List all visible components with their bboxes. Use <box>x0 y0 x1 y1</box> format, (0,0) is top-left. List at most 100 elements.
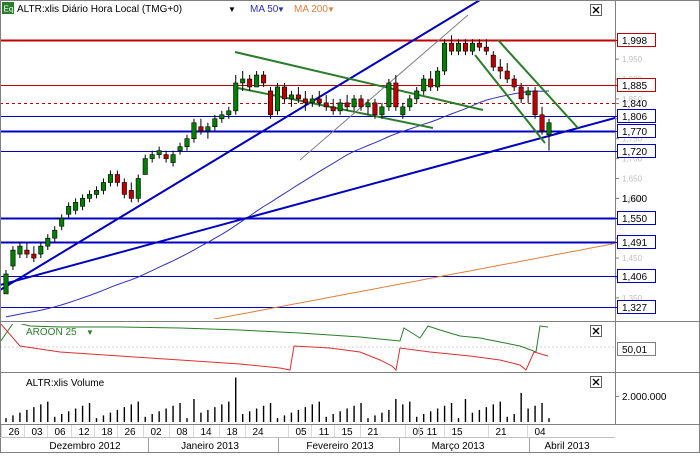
candle[interactable] <box>344 94 350 111</box>
candle[interactable] <box>274 82 280 115</box>
candle[interactable] <box>191 118 197 143</box>
candle[interactable] <box>128 182 134 203</box>
candle[interactable] <box>435 67 441 91</box>
candle[interactable] <box>170 150 176 167</box>
candle[interactable] <box>17 242 23 259</box>
candle[interactable] <box>288 90 294 107</box>
candle[interactable] <box>365 98 371 115</box>
aroon-label[interactable]: AROON 25 <box>26 327 77 338</box>
candle[interactable] <box>490 51 496 72</box>
candle[interactable] <box>149 150 155 163</box>
gray-trend-line[interactable] <box>299 14 469 161</box>
candle[interactable] <box>73 198 79 215</box>
candle[interactable] <box>219 110 225 123</box>
falling-channel-upper[interactable] <box>497 39 579 129</box>
falling-channel-lower[interactable] <box>474 54 546 144</box>
candle[interactable] <box>100 178 106 195</box>
candle[interactable] <box>504 63 510 83</box>
candle[interactable] <box>407 94 413 111</box>
candle[interactable] <box>80 194 86 211</box>
candle[interactable] <box>414 86 420 103</box>
candle[interactable] <box>476 39 482 52</box>
candle[interactable] <box>198 118 204 135</box>
candle[interactable] <box>483 39 489 56</box>
candle[interactable] <box>87 190 93 203</box>
candle[interactable] <box>455 39 461 56</box>
candle[interactable] <box>428 71 434 91</box>
candle[interactable] <box>302 90 308 111</box>
candle[interactable] <box>462 39 468 56</box>
candle[interactable] <box>309 94 315 107</box>
candle[interactable] <box>38 242 44 259</box>
candle[interactable] <box>421 75 427 95</box>
candle[interactable] <box>156 146 162 159</box>
aroon-close-button[interactable] <box>590 325 602 337</box>
ma200-dropdown-arrow[interactable]: ▼ <box>327 5 335 14</box>
candle[interactable] <box>518 82 524 103</box>
candle[interactable] <box>268 86 274 119</box>
volume-close-button[interactable] <box>590 376 602 388</box>
candle[interactable] <box>449 35 455 56</box>
candle[interactable] <box>254 71 260 88</box>
candle[interactable] <box>107 170 113 187</box>
uptrend-line-long[interactable] <box>0 117 615 286</box>
symbol-badge[interactable] <box>2 2 14 14</box>
ma50-dropdown-arrow[interactable]: ▼ <box>277 5 285 14</box>
candle[interactable] <box>94 186 100 199</box>
candle[interactable] <box>212 114 218 131</box>
candle[interactable] <box>163 150 169 163</box>
candle[interactable] <box>114 170 120 187</box>
uptrend-line-steep[interactable] <box>0 0 481 291</box>
candle[interactable] <box>45 234 51 251</box>
candle[interactable] <box>351 94 357 111</box>
candle[interactable] <box>323 94 329 111</box>
candle[interactable] <box>233 75 239 115</box>
symbol-label[interactable]: ALTR:xlis Diário Hora Local (TMG+0) <box>17 4 182 15</box>
candle[interactable] <box>372 98 378 119</box>
aroon-dropdown-arrow[interactable]: ▼ <box>86 328 94 337</box>
candle[interactable] <box>24 242 30 259</box>
candle[interactable] <box>281 82 287 103</box>
candle[interactable] <box>400 102 406 119</box>
volume-label[interactable]: ALTR:xlis Volume <box>26 378 105 389</box>
candle[interactable] <box>525 86 531 103</box>
candle[interactable] <box>532 86 538 119</box>
candle[interactable] <box>316 90 322 107</box>
ma200-label[interactable]: MA 200 <box>294 4 328 15</box>
candle[interactable] <box>261 71 267 87</box>
candle[interactable] <box>379 102 385 119</box>
candle[interactable] <box>546 118 552 151</box>
candle[interactable] <box>539 106 545 135</box>
candle[interactable] <box>330 98 336 115</box>
candle[interactable] <box>247 75 253 91</box>
candle[interactable] <box>3 269 9 295</box>
candle[interactable] <box>52 226 58 243</box>
candle[interactable] <box>469 39 475 56</box>
candle[interactable] <box>442 39 448 76</box>
candle[interactable] <box>240 71 246 91</box>
candle[interactable] <box>511 75 517 91</box>
candle[interactable] <box>393 75 399 111</box>
candle[interactable] <box>177 142 183 155</box>
ma50-label[interactable]: MA 50 <box>250 4 279 15</box>
candle[interactable] <box>386 78 392 111</box>
candle[interactable] <box>295 86 301 103</box>
candle[interactable] <box>358 94 364 111</box>
day-label: 05 <box>412 427 424 438</box>
candle[interactable] <box>142 154 148 175</box>
symbol-dropdown-arrow[interactable]: ▼ <box>228 5 236 14</box>
candle[interactable] <box>497 59 503 79</box>
candle[interactable] <box>10 246 16 270</box>
candle[interactable] <box>337 98 343 115</box>
candle[interactable] <box>121 178 127 199</box>
candle[interactable] <box>226 106 232 119</box>
candle[interactable] <box>205 122 211 139</box>
candle[interactable] <box>184 134 190 151</box>
candle[interactable] <box>66 202 72 219</box>
candle[interactable] <box>31 246 37 263</box>
candle[interactable] <box>59 214 65 231</box>
channel-upper-line[interactable] <box>234 51 484 111</box>
candle[interactable] <box>135 174 141 203</box>
main-panel-close-button[interactable] <box>590 4 602 16</box>
